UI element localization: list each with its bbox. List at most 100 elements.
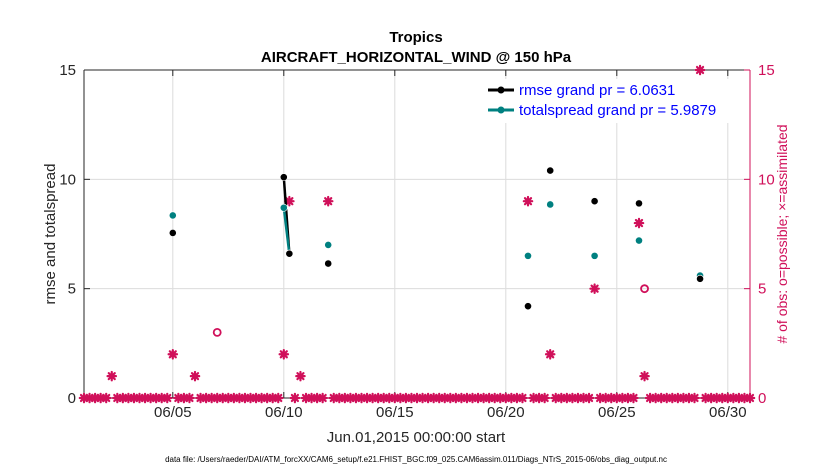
x-tick-label: 06/10 (265, 404, 303, 421)
obs-assimilated-zero-mark (123, 392, 134, 404)
obs-assimilated-zero-mark-glyph (578, 392, 589, 404)
obs-assimilated-zero-mark-glyph (256, 392, 267, 404)
obs-assimilated-zero-mark-glyph (461, 392, 473, 404)
rmse-point (635, 199, 643, 208)
obs-assimilated-zero-mark-glyph (700, 392, 711, 404)
obs-assimilated-zero-mark (328, 392, 340, 404)
obs-assimilated-zero-mark (711, 392, 722, 404)
grid (84, 70, 750, 398)
obs-assimilated-zero-mark (372, 392, 384, 404)
totalspread-point (324, 241, 333, 249)
obs-assimilated-zero-mark (722, 392, 734, 404)
obs-assimilated-zero-mark-glyph (678, 392, 689, 404)
obs-assimilated-zero-mark (672, 392, 684, 404)
obs-assimilated-zero-mark-glyph (161, 392, 173, 404)
obs-assimilated-zero-mark (494, 392, 506, 404)
obs-assimilated-zero-mark (461, 392, 473, 404)
obs-assimilated-zero-mark-glyph (234, 392, 245, 404)
obs-assimilated-zero-mark-glyph (511, 392, 523, 404)
obs-assimilated-mark (167, 348, 179, 360)
obs-assimilated-zero-mark-glyph (311, 392, 323, 404)
obs-assimilated-zero-mark (705, 392, 717, 404)
obs-assimilated-zero-mark-glyph (289, 392, 301, 404)
obs-assimilated-zero-mark (173, 392, 184, 404)
obs-assimilated-mark (544, 348, 556, 360)
obs-assimilated-zero-mark (406, 392, 417, 404)
obs-assimilated-zero-mark (650, 392, 661, 404)
legend: rmse grand pr = 6.0631 totalspread grand… (480, 79, 745, 123)
obs-assimilated-zero-mark (583, 392, 595, 404)
obs-assimilated-zero-mark (600, 392, 611, 404)
obs-assimilated-zero-mark (700, 392, 711, 404)
obs-assimilated-zero-mark (178, 392, 190, 404)
obs-assimilated-zero-mark-glyph (594, 392, 606, 404)
obs-assimilated-mark-glyph (522, 195, 534, 207)
obs-assimilated-zero-mark-glyph (350, 392, 362, 404)
obs-assimilated-zero-mark (539, 392, 550, 404)
obs-assimilated-zero-mark-glyph (411, 392, 423, 404)
obs-assimilated-zero-mark (317, 392, 328, 404)
obs-assimilated-zero-mark (622, 392, 634, 404)
y-axis-label: rmse and totalspread (42, 164, 59, 305)
obs-assimilated-zero-mark-glyph (367, 392, 378, 404)
obs-assimilated-zero-mark-glyph (556, 392, 567, 404)
obs-assimilated-mark-glyph (189, 370, 201, 382)
obs-assimilated-zero-mark-glyph (206, 392, 217, 404)
legend-rmse-marker (497, 86, 505, 94)
legend-totalspread-marker (497, 106, 505, 114)
obs-assimilated-zero-mark (345, 392, 356, 404)
obs-assimilated-zero-mark (383, 392, 395, 404)
obs-assimilated-zero-mark (517, 392, 528, 404)
obs-assimilated-zero-mark (456, 392, 467, 404)
y-tick-label: 5 (68, 281, 76, 298)
obs-assimilated-zero-mark-glyph (356, 392, 367, 404)
obs-assimilated-zero-mark (556, 392, 567, 404)
obs-assimilated-zero-mark (450, 392, 462, 404)
rmse-point (324, 259, 333, 268)
y-tick-label: 0 (68, 390, 76, 407)
x-tick-label: 06/15 (376, 404, 414, 421)
obs-assimilated-zero-mark (744, 392, 756, 404)
obs-assimilated-zero-mark (134, 392, 145, 404)
obs-assimilated-mark-glyph (295, 370, 306, 382)
obs-assimilated-zero-mark-glyph (445, 392, 456, 404)
obs-assimilated-zero-mark-glyph (261, 392, 273, 404)
obs-assimilated-zero-mark-glyph (728, 392, 739, 404)
obs-assimilated-zero-mark-glyph (644, 392, 656, 404)
x-tick-label: 06/30 (709, 404, 747, 421)
obs-assimilated-zero-mark-glyph (744, 392, 756, 404)
obs-assimilated-zero-mark-glyph (722, 392, 734, 404)
obs-assimilated-zero-mark-glyph (211, 392, 223, 404)
obs-assimilated-zero-mark-glyph (628, 392, 639, 404)
obs-assimilated-zero-mark (417, 392, 428, 404)
obs-assimilated-zero-mark-glyph (689, 392, 700, 404)
obs-assimilated-zero-mark (128, 392, 140, 404)
obs-assimilated-zero-mark-glyph (433, 392, 445, 404)
obs-assimilated-zero-mark-glyph (383, 392, 395, 404)
obs-assimilated-zero-mark (150, 392, 162, 404)
obs-assimilated-zero-mark (439, 392, 451, 404)
obs-assimilated-zero-mark-glyph (617, 392, 628, 404)
obs-assimilated-zero-mark (428, 392, 439, 404)
obs-assimilated-zero-mark-glyph (406, 392, 417, 404)
obs-assimilated-zero-mark (306, 392, 317, 404)
obs-assimilated-zero-mark (445, 392, 456, 404)
obs-assimilated-zero-mark (500, 392, 512, 404)
obs-assimilated-zero-mark (300, 392, 312, 404)
obs-assimilated-zero-mark-glyph (489, 392, 500, 404)
obs-assimilated-zero-mark (467, 392, 478, 404)
obs-assimilated-zero-mark (367, 392, 378, 404)
rmse-point (590, 197, 599, 206)
x-tick-label: 06/25 (598, 404, 636, 421)
obs-assimilated-zero-mark (683, 392, 695, 404)
obs-assimilated-mark (589, 283, 600, 294)
obs-assimilated-zero-mark (411, 392, 423, 404)
obs-assimilated-zero-mark-glyph (139, 392, 151, 404)
obs-assimilated-mark-glyph (544, 348, 556, 360)
obs-assimilated-zero-mark-glyph (439, 392, 451, 404)
obs-assimilated-zero-mark-glyph (345, 392, 356, 404)
obs-assimilated-zero-mark-glyph (123, 392, 134, 404)
obs-assimilated-zero-mark-glyph (567, 392, 578, 404)
obs-assimilated-zero-mark-glyph (667, 392, 678, 404)
